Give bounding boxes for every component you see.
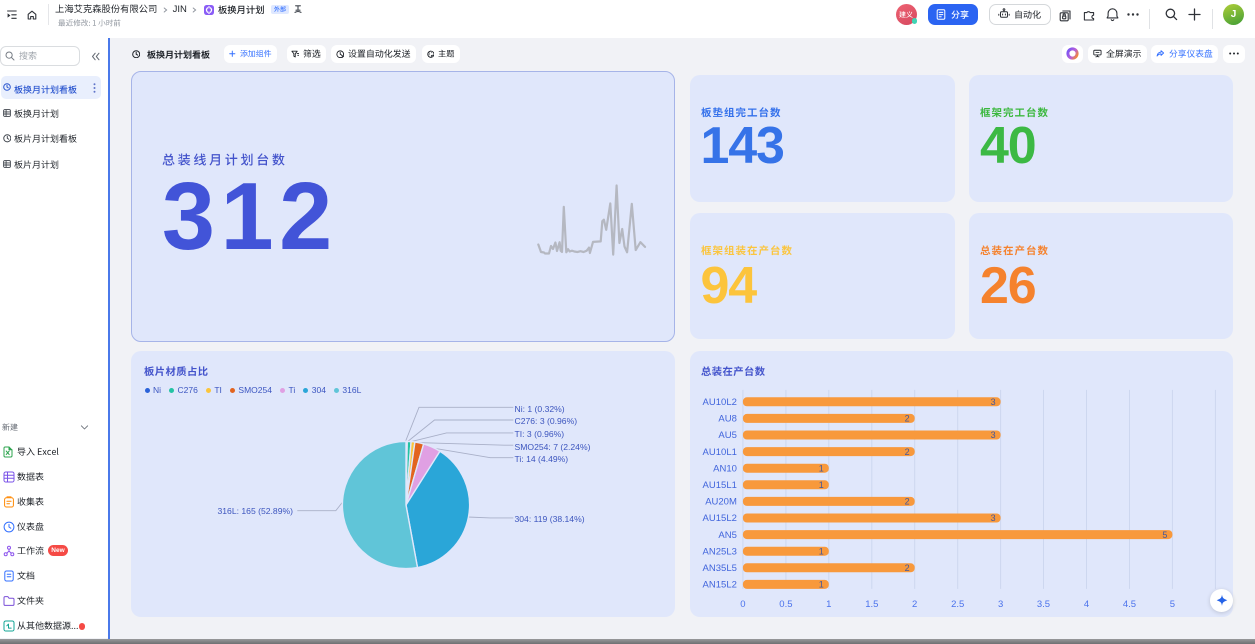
svg-text:5: 5 <box>1162 530 1167 540</box>
svg-text:2: 2 <box>904 497 909 507</box>
svg-text:2: 2 <box>904 563 909 573</box>
svg-text:3: 3 <box>998 599 1003 610</box>
svg-text:3: 3 <box>990 397 995 407</box>
svg-text:AU15L2: AU15L2 <box>702 513 736 524</box>
svg-text:4.5: 4.5 <box>1123 599 1136 610</box>
svg-text:3.5: 3.5 <box>1037 599 1050 610</box>
svg-text:5: 5 <box>1169 599 1174 610</box>
svg-text:3: 3 <box>990 513 995 523</box>
svg-text:AU10L1: AU10L1 <box>702 447 736 458</box>
svg-text:AN25L3: AN25L3 <box>702 546 736 557</box>
svg-text:0.5: 0.5 <box>779 599 792 610</box>
svg-text:3: 3 <box>990 430 995 440</box>
svg-text:AN5: AN5 <box>718 530 736 541</box>
svg-text:2: 2 <box>912 599 917 610</box>
svg-text:1: 1 <box>818 480 823 490</box>
svg-text:1: 1 <box>818 463 823 473</box>
svg-text:AN35L5: AN35L5 <box>702 563 736 574</box>
svg-text:4: 4 <box>1084 599 1089 610</box>
svg-text:0: 0 <box>740 599 745 610</box>
svg-text:AN10: AN10 <box>713 463 737 474</box>
svg-text:AU5: AU5 <box>718 430 736 441</box>
svg-text:1.5: 1.5 <box>865 599 878 610</box>
svg-text:AU8: AU8 <box>718 414 736 425</box>
svg-text:2: 2 <box>904 447 909 457</box>
svg-text:AU15L1: AU15L1 <box>702 480 736 491</box>
svg-text:2: 2 <box>904 414 909 424</box>
svg-text:AN15L2: AN15L2 <box>702 580 736 591</box>
svg-text:1: 1 <box>818 580 823 590</box>
svg-text:1: 1 <box>818 546 823 556</box>
svg-text:AU10L2: AU10L2 <box>702 397 736 408</box>
svg-text:1: 1 <box>826 599 831 610</box>
svg-text:AU20M: AU20M <box>705 497 737 508</box>
svg-text:2.5: 2.5 <box>951 599 964 610</box>
